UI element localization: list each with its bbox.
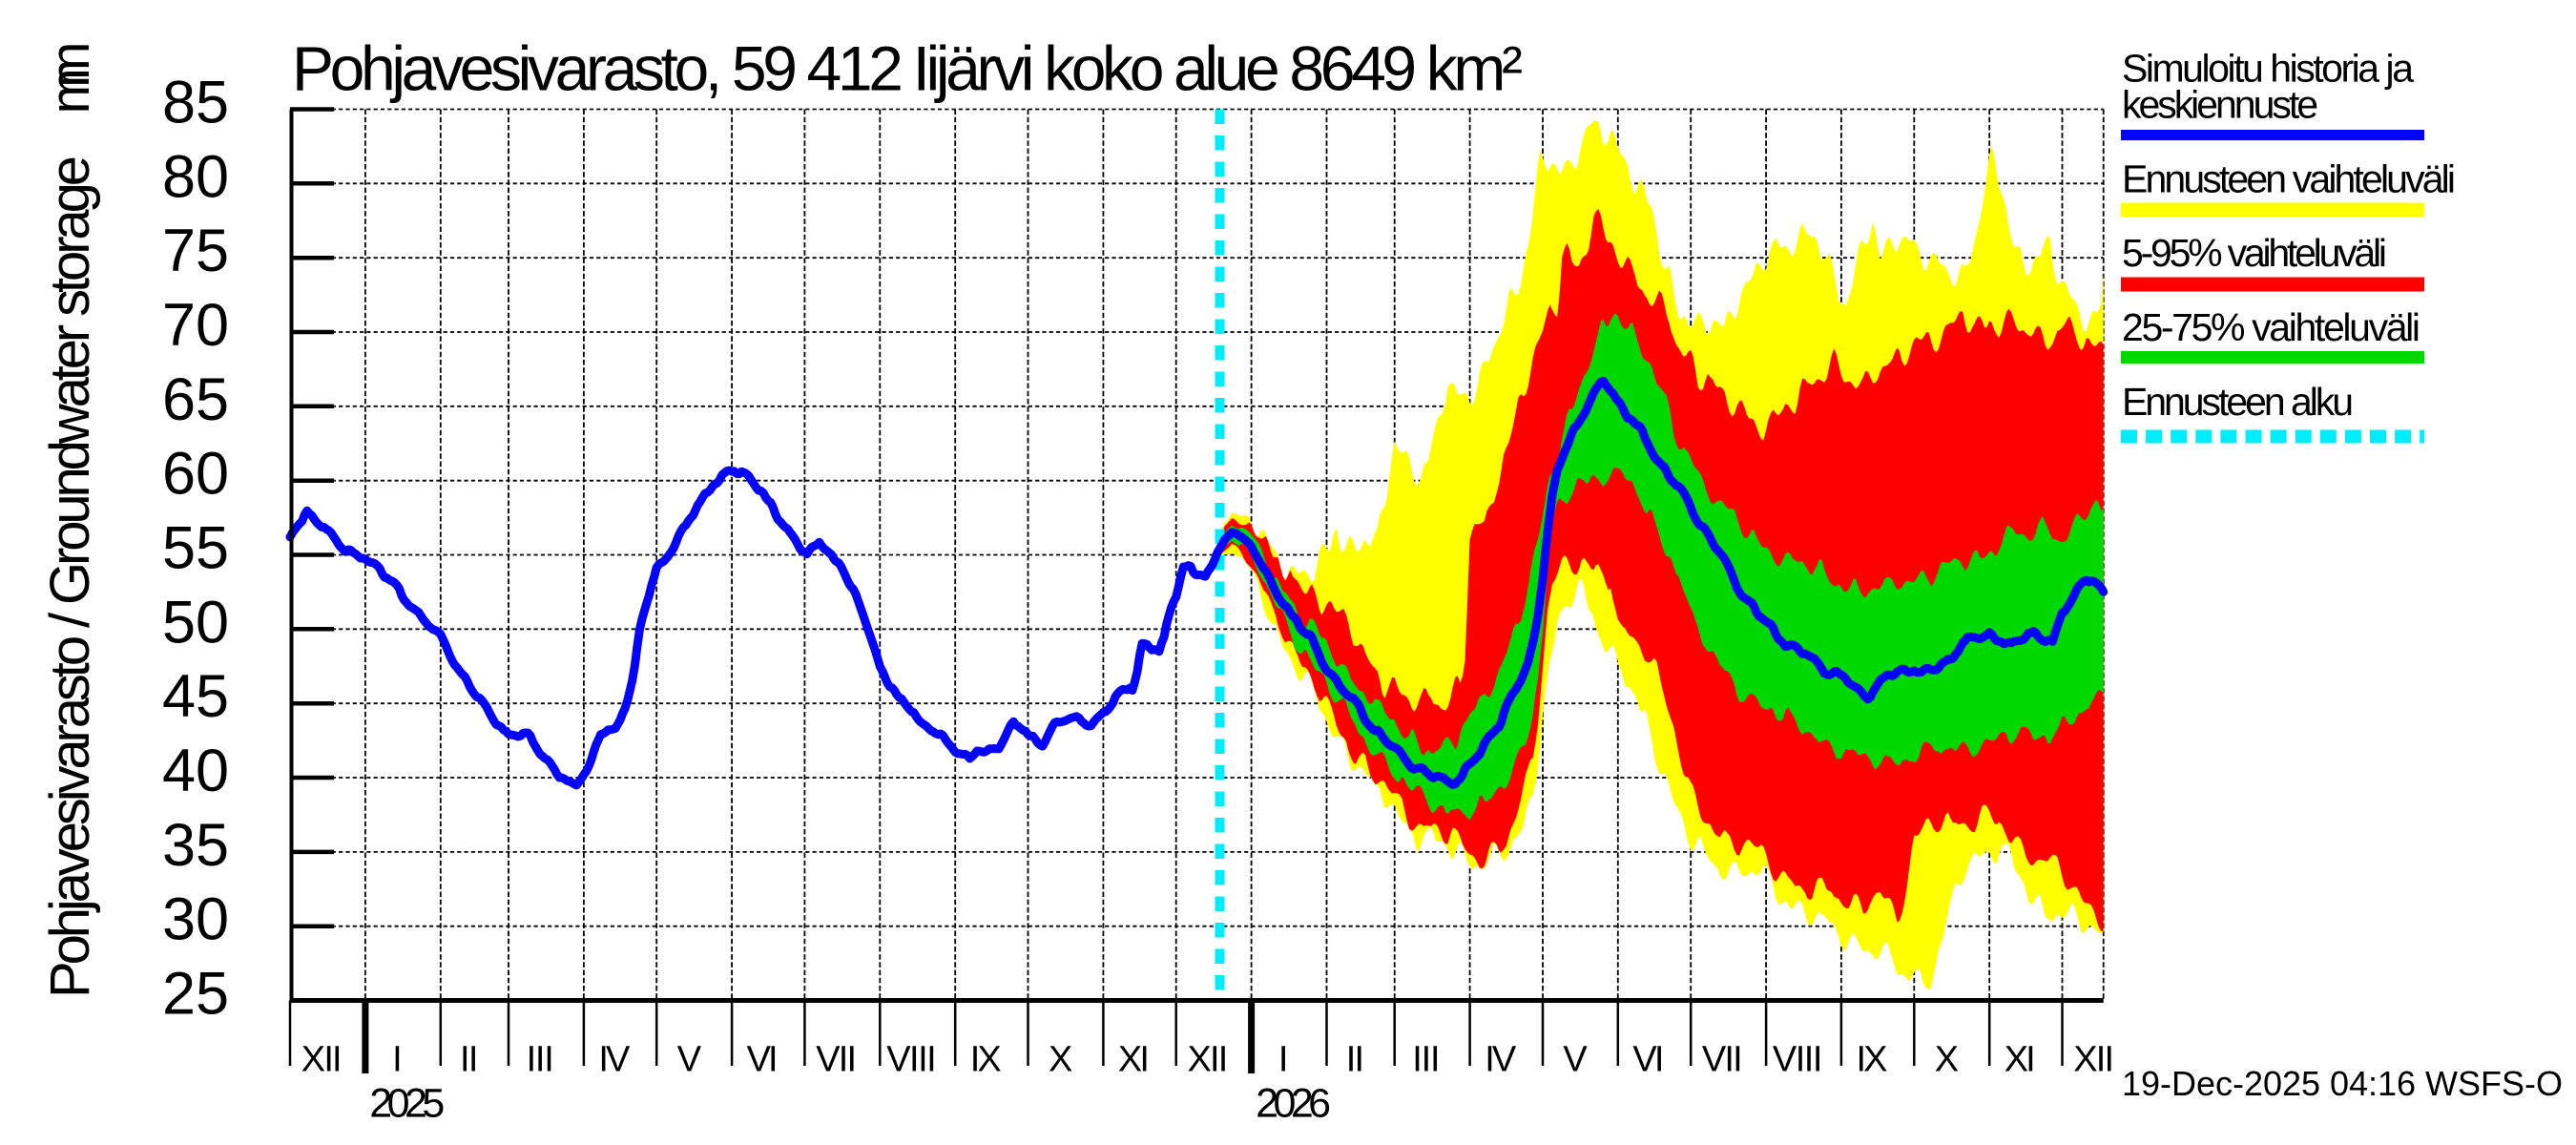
svg-text:25: 25: [162, 961, 229, 1028]
svg-text:30: 30: [162, 886, 229, 953]
svg-text:Pohjavesivarasto, 59 412 Iijär: Pohjavesivarasto, 59 412 Iijärvi koko al…: [292, 33, 1523, 104]
svg-text:80: 80: [162, 143, 229, 210]
svg-text:50: 50: [162, 589, 229, 656]
svg-text:60: 60: [162, 441, 229, 508]
svg-text:2026: 2026: [1256, 1081, 1331, 1127]
svg-text:25-75% vaihteluväli: 25-75% vaihteluväli: [2122, 305, 2420, 349]
svg-text:75: 75: [162, 218, 229, 284]
svg-text:IX: IX: [1857, 1040, 1888, 1080]
svg-text:XII: XII: [1188, 1040, 1229, 1080]
svg-text:Ennusteen alku: Ennusteen alku: [2122, 380, 2354, 424]
svg-text:19-Dec-2025 04:16 WSFS-O: 19-Dec-2025 04:16 WSFS-O: [2122, 1064, 2563, 1103]
svg-text:III: III: [1412, 1040, 1440, 1080]
svg-text:IV: IV: [598, 1040, 631, 1080]
svg-text:VI: VI: [747, 1040, 779, 1080]
svg-text:VI: VI: [1632, 1040, 1664, 1080]
svg-text:45: 45: [162, 663, 229, 730]
svg-text:IX: IX: [970, 1040, 1002, 1080]
svg-text:I: I: [392, 1040, 403, 1080]
svg-text:keskiennuste: keskiennuste: [2122, 83, 2318, 127]
svg-text:35: 35: [162, 812, 229, 879]
svg-text:Ennusteen vaihteluväli: Ennusteen vaihteluväli: [2122, 156, 2456, 200]
svg-text:II: II: [1346, 1040, 1364, 1080]
svg-text:V: V: [1563, 1040, 1588, 1080]
svg-text:mm: mm: [39, 42, 101, 114]
svg-text:55: 55: [162, 515, 229, 582]
svg-text:40: 40: [162, 738, 229, 804]
svg-text:Pohjavesivarasto / Groundwater: Pohjavesivarasto / Groundwater storage: [39, 156, 101, 998]
svg-text:5-95% vaihteluväli: 5-95% vaihteluväli: [2122, 231, 2387, 275]
svg-text:XII: XII: [2073, 1040, 2114, 1080]
svg-text:IV: IV: [1485, 1040, 1517, 1080]
svg-text:I: I: [1278, 1040, 1289, 1080]
svg-text:Simuloitu historia ja: Simuloitu historia ja: [2122, 46, 2414, 90]
svg-text:V: V: [677, 1040, 702, 1080]
svg-text:85: 85: [162, 70, 229, 136]
svg-text:65: 65: [162, 366, 229, 433]
svg-text:70: 70: [162, 292, 229, 359]
svg-text:VII: VII: [1702, 1040, 1743, 1080]
svg-text:VII: VII: [816, 1040, 857, 1080]
svg-text:2025: 2025: [369, 1081, 445, 1127]
svg-text:VIII: VIII: [886, 1040, 937, 1080]
svg-text:II: II: [460, 1040, 478, 1080]
svg-text:III: III: [527, 1040, 554, 1080]
svg-text:XI: XI: [2005, 1040, 2036, 1080]
svg-text:XI: XI: [1118, 1040, 1150, 1080]
svg-text:VIII: VIII: [1773, 1040, 1823, 1080]
svg-text:XII: XII: [301, 1040, 343, 1080]
svg-text:X: X: [1935, 1040, 1959, 1080]
svg-text:X: X: [1049, 1040, 1072, 1080]
